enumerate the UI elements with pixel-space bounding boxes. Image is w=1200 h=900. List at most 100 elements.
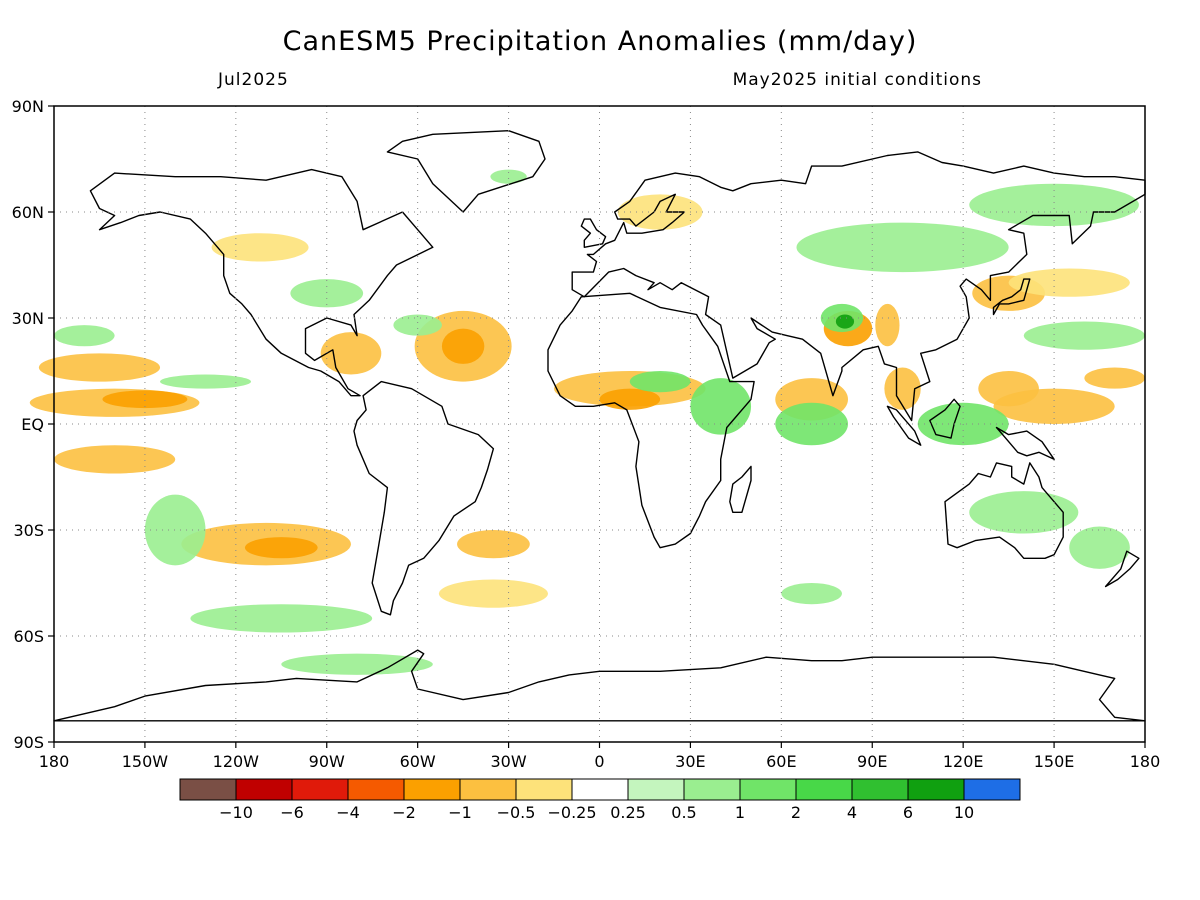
lon-tick-label: 150W bbox=[122, 752, 169, 771]
coastline-africa bbox=[547, 292, 755, 549]
anomaly-patch bbox=[320, 332, 382, 375]
colorbar-swatch bbox=[627, 778, 685, 801]
lat-tick-label: 30S bbox=[13, 521, 44, 540]
anomaly-patch bbox=[38, 353, 161, 382]
colorbar-label: −1 bbox=[448, 803, 472, 822]
lon-tick-label: 30W bbox=[490, 752, 526, 771]
lon-tick-label: 60W bbox=[400, 752, 436, 771]
lon-tick-label: 180 bbox=[39, 752, 70, 771]
colorbar: −10 −6 −4 −2 −1 −0.5 −0.25 0.25 0.5 1 2 4 6 10 bbox=[179, 778, 1021, 822]
colorbar-swatch bbox=[795, 778, 853, 801]
colorbar-label: 10 bbox=[954, 803, 974, 822]
lat-tick-label: 90S bbox=[13, 733, 44, 752]
colorbar-label: 1 bbox=[735, 803, 745, 822]
coastline-madagascar bbox=[729, 465, 752, 513]
coastline-north-america bbox=[89, 168, 434, 397]
coastline-australia bbox=[944, 462, 1064, 559]
anomaly-patch bbox=[690, 378, 752, 435]
colorbar-swatch bbox=[963, 778, 1021, 801]
coastline-south-america bbox=[353, 380, 495, 616]
anomaly-patch bbox=[54, 445, 176, 474]
colorbar-label: −6 bbox=[280, 803, 304, 822]
colorbar-swatch bbox=[571, 778, 629, 801]
anomaly-patch bbox=[629, 371, 691, 393]
colorbar-swatch bbox=[347, 778, 405, 801]
lon-tick-label: 30E bbox=[675, 752, 705, 771]
anomaly-patch bbox=[438, 579, 548, 608]
lon-tick-label: 180 bbox=[1130, 752, 1161, 771]
colorbar-label: 6 bbox=[903, 803, 913, 822]
colorbar-swatch bbox=[459, 778, 517, 801]
colorbar-swatch bbox=[403, 778, 461, 801]
initial-conditions-label: May2025 initial conditions bbox=[732, 70, 982, 90]
anomaly-patch bbox=[190, 604, 373, 633]
anomaly-patch bbox=[160, 374, 251, 389]
coastline-new-guinea bbox=[995, 426, 1055, 460]
anomaly-patch bbox=[1008, 268, 1130, 297]
anomaly-patch bbox=[1084, 367, 1145, 389]
anomaly-patch bbox=[290, 279, 364, 308]
colorbar-swatch bbox=[235, 778, 293, 801]
lon-tick-label: 120E bbox=[943, 752, 984, 771]
coastline-layer bbox=[53, 130, 1146, 722]
anomaly-patch bbox=[969, 491, 1079, 534]
anomaly-patch bbox=[969, 183, 1139, 227]
forecast-month-label: Jul2025 bbox=[218, 70, 289, 90]
colorbar-label: −0.5 bbox=[497, 803, 536, 822]
lat-tick-label: 30N bbox=[12, 309, 44, 328]
anomaly-patch bbox=[796, 222, 1009, 273]
colorbar-label: −2 bbox=[392, 803, 416, 822]
anomaly-patch bbox=[102, 390, 188, 409]
anomaly-patch bbox=[599, 388, 661, 410]
lon-tick-label: 60E bbox=[766, 752, 796, 771]
anomaly-patch bbox=[884, 367, 921, 410]
anomaly-patch bbox=[54, 325, 115, 347]
coastline-antarctica bbox=[53, 649, 1146, 722]
colorbar-swatch bbox=[851, 778, 909, 801]
lon-tick-label: 150E bbox=[1034, 752, 1075, 771]
coastline-eurasia bbox=[571, 151, 1146, 422]
colorbar-label: −4 bbox=[336, 803, 360, 822]
colorbar-label: 0.25 bbox=[610, 803, 646, 822]
lon-tick-label: 90W bbox=[309, 752, 345, 771]
colorbar-label: −10 bbox=[219, 803, 253, 822]
anomaly-patch bbox=[457, 530, 530, 559]
anomaly-patch bbox=[835, 314, 855, 329]
anomaly-patch bbox=[441, 328, 485, 364]
coastline-new-zealand bbox=[1104, 550, 1140, 588]
lat-tick-label: EQ bbox=[21, 415, 44, 434]
gridline-layer bbox=[54, 106, 1145, 742]
anomaly-patch bbox=[781, 583, 842, 605]
colorbar-swatch bbox=[907, 778, 965, 801]
colorbar-label: 0.5 bbox=[671, 803, 696, 822]
anomaly-patch bbox=[211, 233, 309, 262]
lon-tick-label: 90E bbox=[857, 752, 887, 771]
coastline-greenland bbox=[386, 130, 546, 213]
lon-tick-label: 120W bbox=[213, 752, 260, 771]
anomaly-patch bbox=[144, 494, 206, 566]
colorbar-swatch bbox=[683, 778, 741, 801]
colorbar-swatch bbox=[739, 778, 797, 801]
chart-title: CanESM5 Precipitation Anomalies (mm/day) bbox=[282, 26, 918, 57]
anomaly-patch bbox=[1023, 321, 1145, 350]
colorbar-label: 4 bbox=[847, 803, 857, 822]
anomaly-patch bbox=[875, 303, 900, 347]
lat-tick-label: 60N bbox=[12, 203, 44, 222]
colorbar-swatch bbox=[291, 778, 349, 801]
colorbar-swatch bbox=[515, 778, 573, 801]
anomaly-field-layer bbox=[29, 169, 1145, 675]
lat-tick-label: 60S bbox=[13, 627, 44, 646]
lat-tick-label: 90N bbox=[12, 97, 44, 116]
coastline-japan bbox=[992, 278, 1031, 316]
anomaly-patch bbox=[281, 653, 433, 675]
anomaly-patch bbox=[775, 402, 849, 446]
anomaly-patch bbox=[490, 169, 527, 184]
coastline-borneo bbox=[929, 398, 961, 439]
colorbar-label: −0.25 bbox=[547, 803, 596, 822]
anomaly-patch bbox=[1069, 526, 1130, 569]
colorbar-label: 2 bbox=[791, 803, 801, 822]
anomaly-patch bbox=[393, 314, 442, 336]
coastline-great-britain bbox=[580, 218, 607, 248]
coastline-sumatra bbox=[886, 405, 922, 446]
